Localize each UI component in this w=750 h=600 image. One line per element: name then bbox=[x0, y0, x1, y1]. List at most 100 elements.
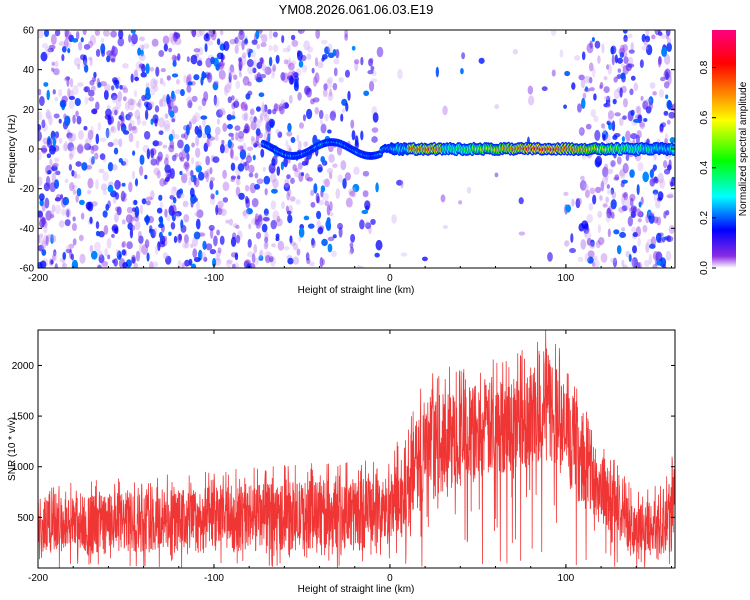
spectrogram-cell bbox=[107, 184, 114, 193]
spectrogram-cell bbox=[305, 141, 309, 146]
spectrogram-cell bbox=[375, 182, 379, 193]
spectrogram-cell bbox=[350, 233, 356, 243]
spectrogram-cell bbox=[203, 91, 209, 102]
spectrogram-cell bbox=[181, 262, 185, 268]
snr-frame bbox=[37, 329, 676, 569]
spectrogram-cell bbox=[130, 98, 136, 105]
colorbar-tick-label: 0.8 bbox=[699, 60, 710, 74]
spectrogram-cell bbox=[125, 214, 133, 223]
spectrogram-cell bbox=[541, 86, 548, 92]
spectrogram-cell bbox=[256, 178, 264, 185]
spectrogram-cell bbox=[139, 165, 144, 176]
spectrogram-cell bbox=[579, 179, 587, 191]
spectrogram-cell bbox=[139, 154, 145, 166]
spectrogram-cell bbox=[606, 189, 614, 195]
spectrogram-cell bbox=[629, 169, 635, 178]
spectrogram-cell bbox=[141, 120, 147, 126]
spectrogram-cell bbox=[195, 147, 201, 158]
spectrogram-cell bbox=[186, 85, 192, 93]
spectrogram-cell bbox=[185, 170, 191, 177]
spectrogram-cell bbox=[370, 218, 376, 226]
spectrogram-x-ticks: -200 -100 0 100 bbox=[28, 30, 672, 284]
spectrogram-cell bbox=[257, 214, 263, 222]
spectrogram-cell bbox=[648, 213, 655, 224]
spectrogram-cell bbox=[202, 240, 207, 250]
spectrogram-cell bbox=[89, 56, 93, 67]
spectrogram-cell bbox=[179, 156, 185, 162]
snr-xlabel: Height of straight line (km) bbox=[298, 584, 415, 595]
spectrogram-cell bbox=[173, 133, 180, 140]
spectrogram-cell bbox=[228, 66, 235, 78]
spectrogram-cell bbox=[320, 258, 324, 268]
spectrogram-cell bbox=[54, 263, 59, 268]
spectrogram-cell bbox=[304, 173, 310, 181]
spectrogram-cell bbox=[622, 264, 628, 268]
spectrogram-cell bbox=[612, 257, 618, 268]
spectrogram-cell bbox=[595, 240, 601, 249]
spectrogram-cell bbox=[306, 87, 312, 93]
spectrogram-cell bbox=[665, 34, 670, 40]
spectrogram-cell bbox=[652, 263, 658, 268]
spectrogram-cell bbox=[80, 37, 84, 43]
spectrogram-cell bbox=[606, 120, 611, 126]
spectrogram-cell bbox=[110, 125, 117, 134]
spectrogram-cell bbox=[177, 53, 181, 61]
spectrogram-cell bbox=[397, 68, 403, 80]
spectrogram-cell bbox=[153, 84, 159, 92]
spectrogram-cell bbox=[39, 212, 44, 223]
spectrogram-cell bbox=[645, 30, 650, 36]
spectrogram-ytick-label: 40 bbox=[23, 65, 35, 76]
spectrogram-cell bbox=[584, 253, 590, 263]
spectrogram-cell bbox=[329, 88, 333, 97]
spectrogram-cell bbox=[239, 149, 247, 160]
spectrogram-cell bbox=[202, 118, 206, 128]
spectrogram-cell bbox=[41, 217, 47, 225]
spectrogram-cell bbox=[291, 70, 297, 77]
spectrogram-cell bbox=[641, 33, 646, 43]
spectrogram-cell bbox=[655, 232, 662, 243]
spectrogram-cell bbox=[238, 60, 243, 72]
spectrogram-cell bbox=[162, 94, 167, 102]
spectrogram-cell bbox=[141, 44, 145, 51]
spectrogram-cell bbox=[254, 218, 260, 226]
spectrogram-cell bbox=[216, 38, 221, 46]
spectrogram-cell bbox=[63, 38, 69, 49]
spectrogram-cell bbox=[271, 73, 275, 79]
spectrogram-cell bbox=[54, 60, 59, 68]
spectrogram-cell bbox=[44, 46, 52, 56]
spectrogram-cell bbox=[235, 80, 241, 90]
spectrogram-cell bbox=[93, 71, 97, 79]
spectrogram-cell bbox=[263, 104, 268, 112]
spectrogram-cell bbox=[272, 31, 278, 38]
spectrogram-cell bbox=[272, 44, 279, 53]
spectrogram-cell bbox=[296, 134, 300, 142]
spectrogram-cell bbox=[190, 243, 194, 249]
spectrogram-cell bbox=[127, 215, 132, 222]
spectrogram-cell bbox=[665, 250, 672, 261]
spectrogram-cell bbox=[45, 175, 51, 187]
spectrogram-cell bbox=[72, 114, 76, 124]
spectrogram-cell bbox=[195, 161, 200, 169]
spectrogram-cell bbox=[104, 129, 112, 138]
spectrogram-cell bbox=[191, 115, 198, 125]
spectrogram-cell bbox=[630, 42, 634, 52]
spectrogram-cell bbox=[320, 156, 326, 163]
spectrogram-cell bbox=[237, 130, 245, 139]
spectrogram-cell bbox=[38, 130, 42, 142]
spectrogram-cell bbox=[139, 36, 145, 42]
spectrogram-cell bbox=[263, 242, 269, 250]
spectrogram-cell bbox=[61, 54, 65, 62]
spectrogram-cell bbox=[195, 161, 202, 167]
spectrogram-cell bbox=[38, 123, 42, 132]
spectrogram-cell bbox=[107, 254, 111, 260]
spectrogram-cell bbox=[645, 44, 653, 56]
snr-ytick-label: 1000 bbox=[12, 462, 35, 473]
spectrogram-cell bbox=[164, 208, 168, 218]
spectrogram-cell bbox=[83, 64, 89, 73]
spectrogram-cell bbox=[630, 75, 636, 81]
spectrogram-cell bbox=[229, 64, 235, 73]
spectrogram-cell bbox=[208, 31, 212, 40]
spectrogram-cell bbox=[223, 143, 230, 154]
spectrogram-cell bbox=[87, 177, 94, 189]
spectrogram-cell bbox=[90, 85, 96, 92]
